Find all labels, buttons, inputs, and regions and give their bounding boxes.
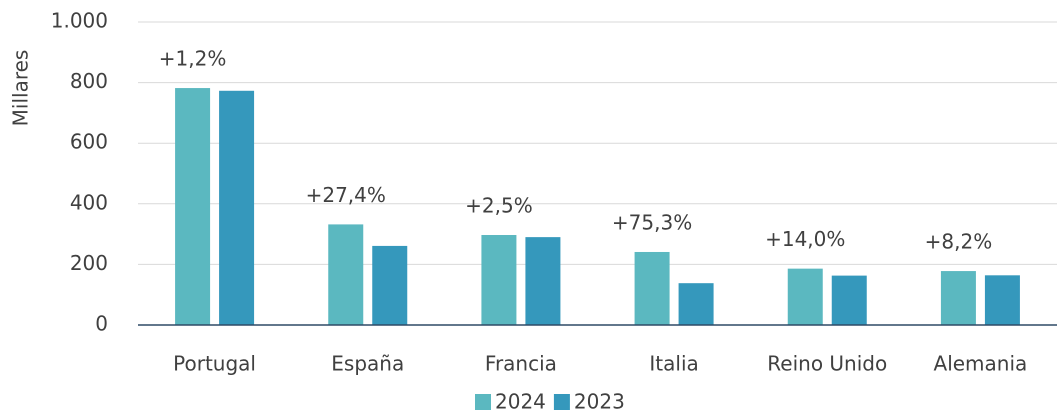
bar: [634, 251, 670, 325]
bar: [525, 237, 561, 325]
bar: [328, 224, 364, 325]
y-tick-label: 800: [70, 69, 108, 93]
annotation: +14,0%: [765, 227, 845, 251]
x-tick-label: Italia: [649, 352, 698, 376]
y-tick-label: 400: [70, 190, 108, 214]
legend-swatch: [553, 394, 570, 410]
x-tick-label: Portugal: [173, 352, 256, 376]
y-tick-label: 200: [70, 251, 108, 275]
annotation: +2,5%: [465, 194, 533, 218]
legend-label: 2023: [574, 390, 625, 412]
x-tick-label: España: [331, 352, 404, 376]
x-tick-label: Reino Unido: [767, 352, 887, 376]
bar: [678, 283, 714, 325]
x-tick-label: Alemania: [934, 352, 1028, 376]
annotation: +8,2%: [925, 230, 993, 254]
y-tick-label: 1.000: [51, 9, 108, 33]
annotation: +1,2%: [159, 47, 227, 71]
x-tick-label: Francia: [485, 352, 557, 376]
bar: [984, 275, 1020, 325]
legend-label: 2024: [495, 390, 546, 412]
bar: [831, 275, 867, 325]
bar: [481, 235, 517, 325]
y-tick-label: 0: [95, 312, 108, 336]
bar: [787, 268, 823, 325]
bar: [219, 90, 255, 325]
y-axis-label: Millares: [9, 50, 33, 127]
annotation: +27,4%: [306, 183, 386, 207]
bar: [175, 88, 211, 325]
bar: [940, 271, 976, 325]
annotation: +75,3%: [612, 210, 692, 234]
bar: [372, 245, 408, 325]
y-tick-label: 600: [70, 130, 108, 154]
legend-swatch: [475, 394, 491, 410]
